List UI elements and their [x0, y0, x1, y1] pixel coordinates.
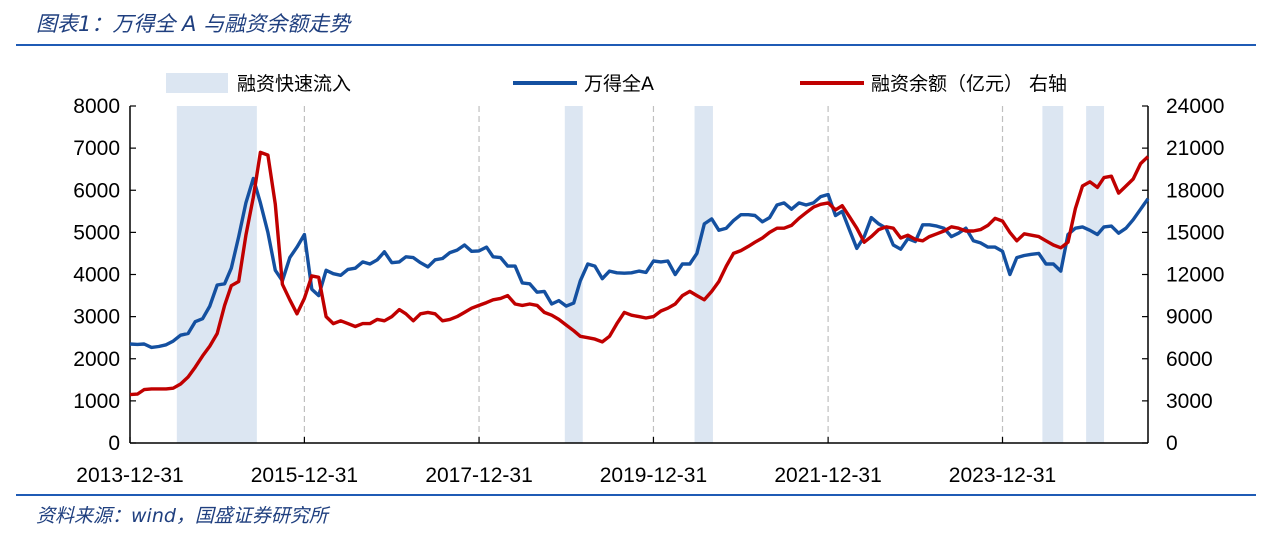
y-right-tick-label-6: 18000: [1166, 179, 1224, 202]
y-right-tick-label-2: 6000: [1166, 348, 1213, 371]
bottom-rule: [16, 494, 1256, 496]
x-tick-label-0: 2013-12-31: [76, 464, 183, 487]
legend-label-bands: 融资快速流入: [237, 73, 351, 95]
margin-balance-line: [129, 150, 1150, 397]
y-left-tick-label-3: 3000: [73, 306, 120, 329]
figure-title: 图表1：万得全 A 与融资余额走势: [36, 12, 351, 36]
bands-layer: [176, 106, 1105, 443]
y-left-tick-label-0: 0: [108, 432, 120, 455]
wind-a-line: [129, 176, 1150, 350]
band-2: [694, 106, 713, 443]
band-3: [1042, 106, 1064, 443]
y-left-tick-label-4: 4000: [73, 264, 120, 287]
source-note: 资料来源：wind，国盛证券研究所: [36, 505, 328, 527]
legend-label-wind-a: 万得全A: [584, 73, 654, 95]
band-4: [1086, 106, 1105, 443]
y-left-tick-label-8: 8000: [73, 95, 120, 118]
band-0: [176, 106, 257, 443]
legend: 融资快速流入 万得全A 融资余额（亿元） 右轴: [166, 73, 1067, 95]
y-left-tick-label-6: 6000: [73, 179, 120, 202]
y-left-tick-label-2: 2000: [73, 348, 120, 371]
y-left-tick-label-1: 1000: [73, 390, 120, 413]
axes-layer: 0 1000 2000 3000 4000 5000 6000 7000 8000 0 3000 60…: [73, 95, 1224, 487]
y-left-tick-label-7: 7000: [73, 137, 120, 160]
y-right-tick-label-1: 3000: [1166, 390, 1213, 413]
y-right-tick-label-7: 21000: [1166, 137, 1224, 160]
x-tick-label-3: 2019-12-31: [600, 464, 707, 487]
series-layer: [129, 150, 1150, 397]
y-right-tick-label-0: 0: [1166, 432, 1178, 455]
x-tick-label-4: 2021-12-31: [774, 464, 881, 487]
band-1: [564, 106, 583, 443]
x-tick-label-2: 2017-12-31: [425, 464, 532, 487]
x-tick-label-5: 2023-12-31: [949, 464, 1056, 487]
x-tick-label-1: 2015-12-31: [251, 464, 358, 487]
y-left-tick-label-5: 5000: [73, 221, 120, 244]
top-rule: [16, 44, 1256, 46]
y-right-tick-label-8: 24000: [1166, 95, 1224, 118]
legend-swatch-bands: [166, 73, 228, 93]
y-right-tick-label-4: 12000: [1166, 264, 1224, 287]
grid-layer: [303, 106, 1004, 443]
legend-label-margin: 融资余额（亿元） 右轴: [871, 73, 1067, 95]
y-right-tick-label-3: 9000: [1166, 306, 1213, 329]
y-right-tick-label-5: 15000: [1166, 221, 1224, 244]
